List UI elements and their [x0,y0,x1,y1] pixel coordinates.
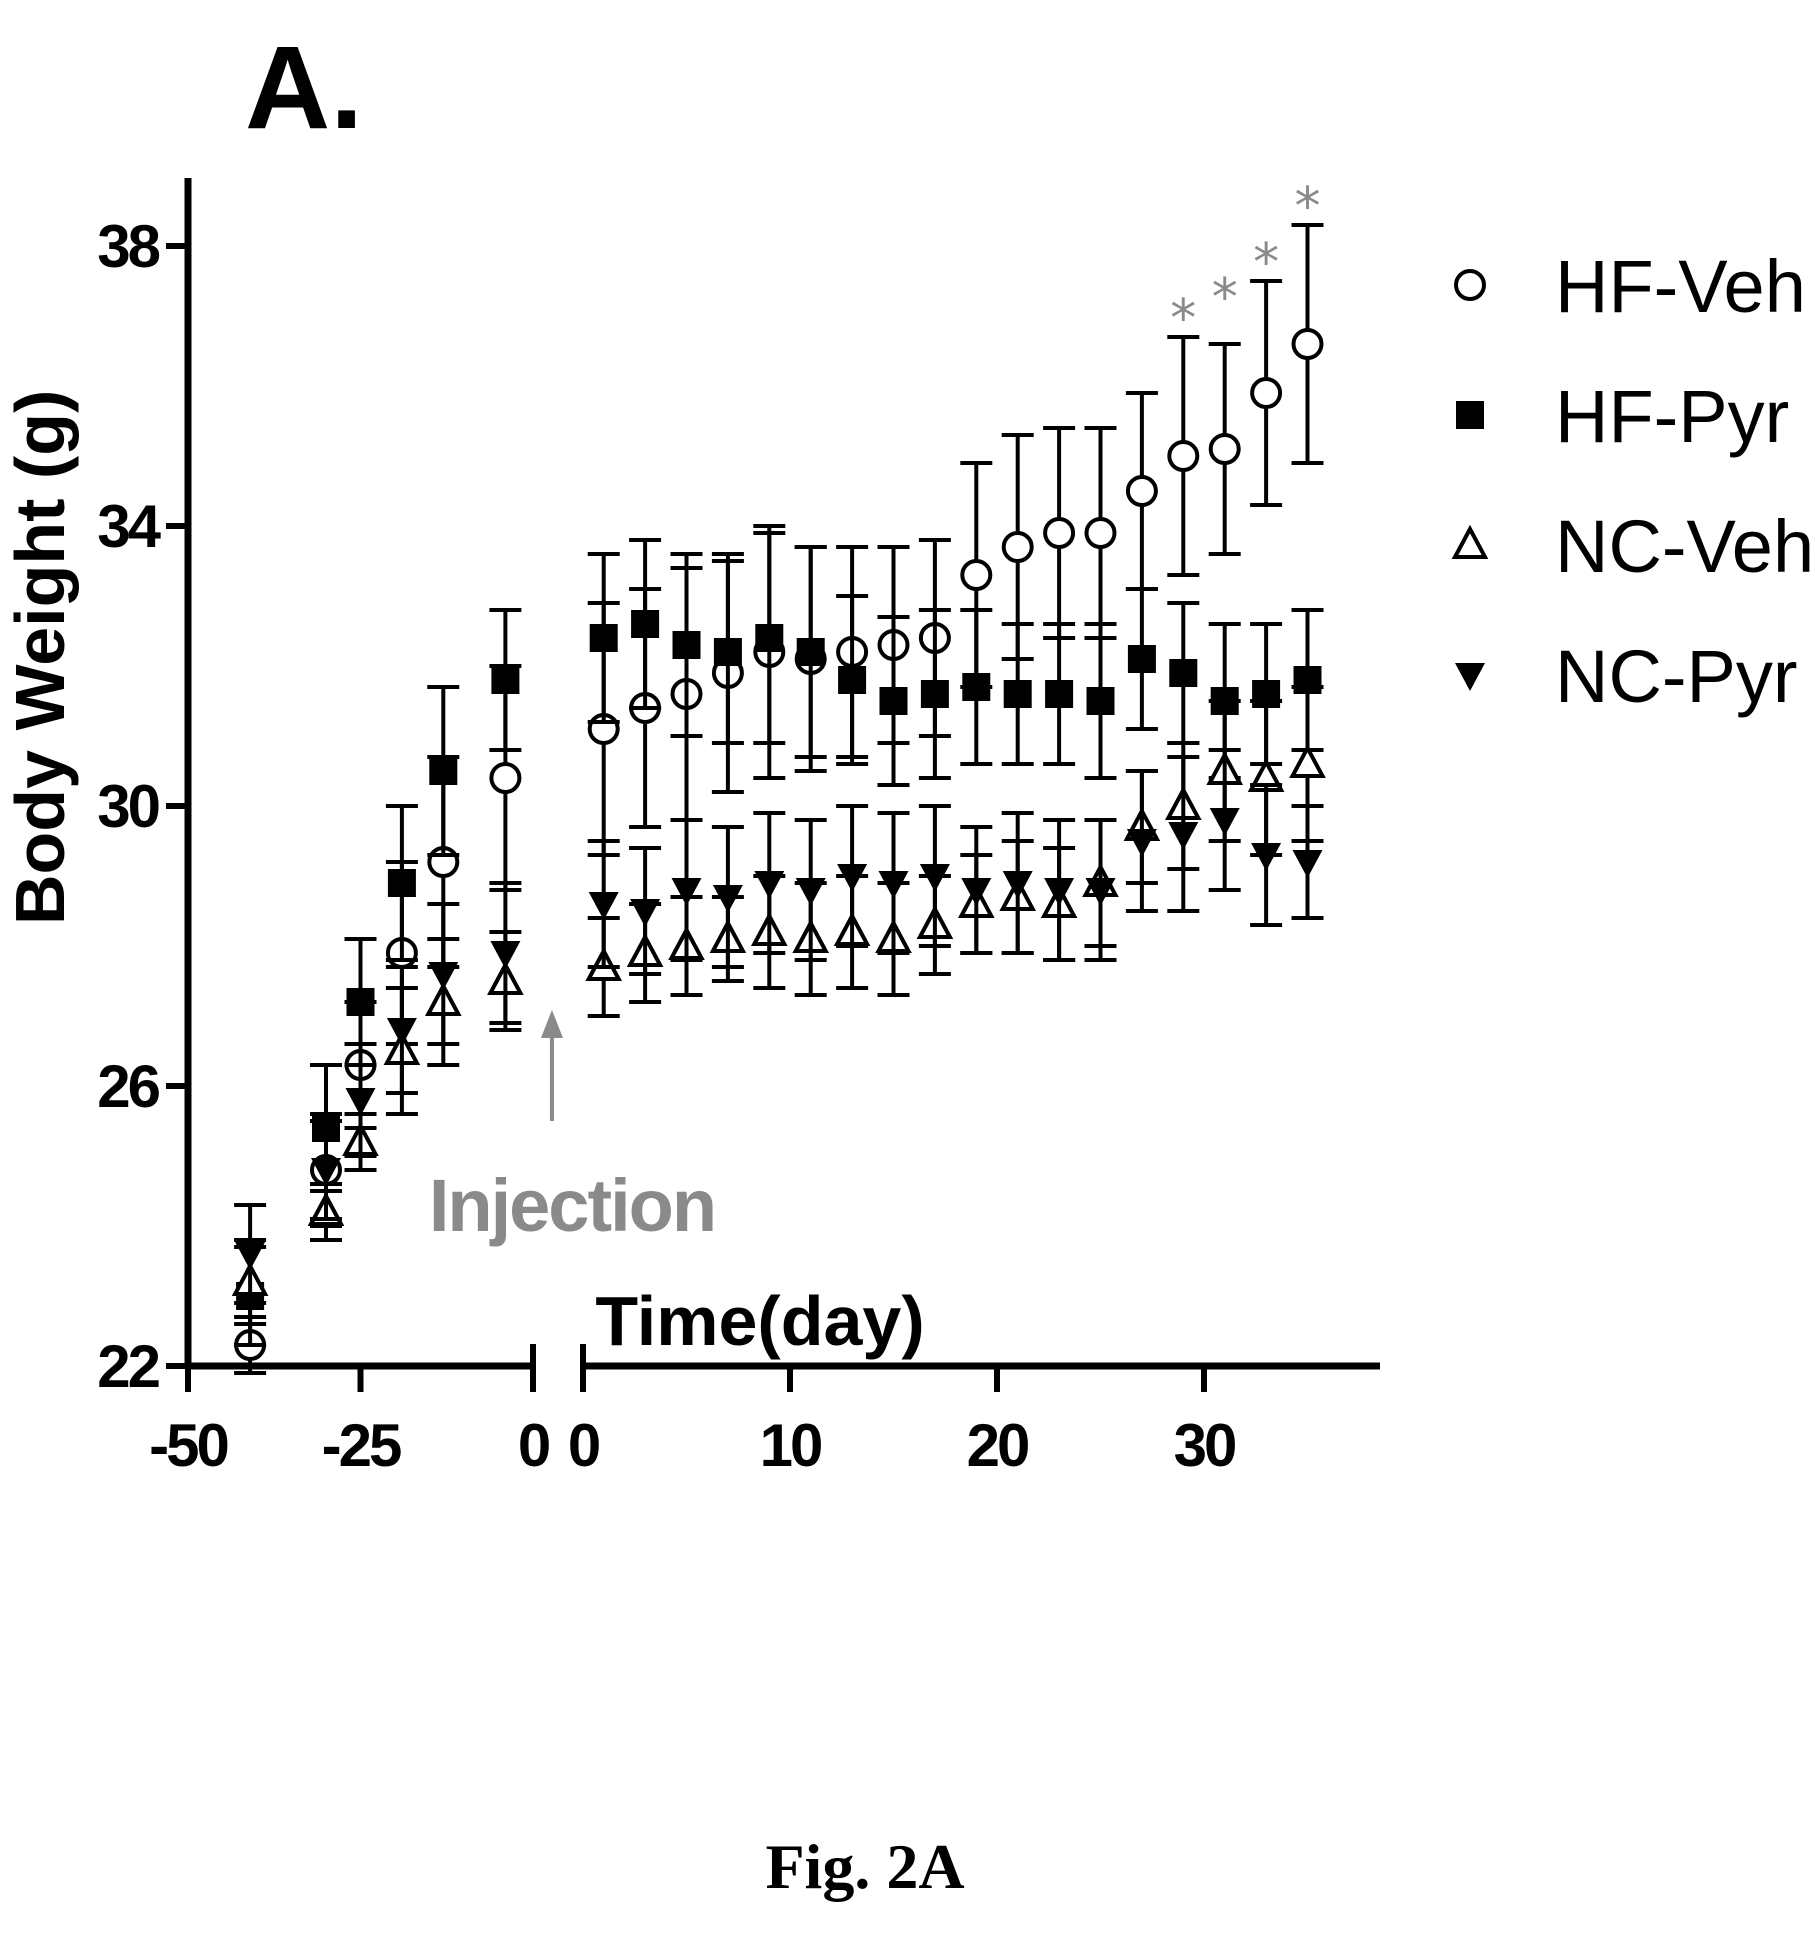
data-point-nc-pyr [837,864,868,892]
data-point-nc-veh [1289,743,1326,778]
data-point-hf-pyr [1045,680,1074,708]
data-point-nc-pyr [1002,871,1033,899]
legend-marker-hf-veh [1454,269,1486,301]
data-point-hf-veh [1001,531,1034,563]
legend-marker-nc-pyr [1455,663,1485,691]
significance-star: * [1253,233,1279,293]
axes [166,178,1380,1392]
y-axis-title: Body Weight (g) [1,390,79,925]
data-point-hf-pyr [672,631,701,659]
y-tick-label: 34 [97,493,161,560]
data-point-hf-pyr [589,624,618,652]
legend-marker-nc-veh [1451,524,1489,559]
data-point-nc-pyr [345,1088,376,1116]
data-point-hf-pyr [491,666,520,694]
data-point-hf-veh [1043,517,1076,549]
data-point-hf-pyr [1086,687,1115,715]
x-tick-label: -25 [322,1412,401,1479]
legend-label-hf-pyr: HF-Pyr [1555,375,1789,458]
data-point-hf-pyr [387,869,416,897]
x-tick-label: -50 [149,1412,227,1479]
x-tick-label: 10 [760,1412,821,1479]
series-hf-veh [234,223,1324,1375]
x-axis-title: Time(day) [595,1282,924,1360]
data-point-hf-pyr [713,638,742,666]
legend-marker-hf-pyr [1456,401,1484,429]
data-point-nc-pyr [1292,850,1323,878]
y-tick-label: 38 [97,213,159,280]
data-point-hf-pyr [920,680,949,708]
data-point-nc-pyr [1168,822,1199,850]
data-point-nc-pyr [671,878,702,906]
injection-label: Injection [429,1164,715,1247]
data-point-nc-pyr [311,1158,341,1186]
data-point-nc-pyr [1044,878,1075,906]
data-point-hf-pyr [1003,680,1032,708]
panel-label: A. [245,22,363,154]
data-point-hf-pyr [1127,645,1156,673]
x-tick-label: 0 [518,1412,549,1479]
data-point-hf-veh [1125,475,1158,507]
data-series [231,223,1326,1375]
data-point-hf-veh [1208,433,1241,465]
x-tick-label: 30 [1174,1412,1235,1479]
data-point-hf-veh [1250,377,1283,409]
data-point-nc-pyr [795,878,826,906]
data-point-nc-pyr [1251,843,1282,871]
injection-arrowhead [540,1010,563,1038]
data-point-nc-pyr [490,941,521,969]
data-point-hf-pyr [1169,659,1198,687]
x-tick-label: 20 [967,1412,1028,1479]
data-point-nc-pyr [878,871,909,899]
legend-label-hf-veh: HF-Veh [1555,245,1806,328]
significance-star: * [1212,268,1238,328]
figure-caption: Fig. 2A [765,1831,964,1902]
data-point-nc-pyr [1126,829,1157,857]
data-point-nc-pyr [1085,878,1116,906]
legend: HF-Veh HF-Pyr NC-Veh NC-Pyr [1451,245,1814,718]
data-point-hf-pyr [755,624,784,652]
y-tick-labels: 22 26 30 34 38 [97,213,164,1400]
significance-star: * [1170,289,1196,349]
data-point-nc-pyr [386,1018,417,1046]
data-point-hf-veh [1291,328,1324,360]
data-point-hf-veh [1167,440,1200,472]
data-point-nc-pyr [630,899,661,927]
legend-label-nc-veh: NC-Veh [1555,505,1814,588]
series-nc-veh [231,685,1326,1326]
data-point-hf-pyr [796,638,825,666]
significance-star: * [1295,177,1321,237]
series-nc-pyr [234,748,1324,1305]
y-tick-label: 22 [97,1333,158,1400]
data-point-nc-pyr [919,864,950,892]
data-point-nc-pyr [961,878,992,906]
data-point-hf-pyr [429,757,458,785]
legend-label-nc-pyr: NC-Pyr [1555,635,1798,718]
data-point-hf-veh [489,762,522,794]
data-point-nc-pyr [754,871,785,899]
y-tick-label: 30 [97,773,158,840]
data-point-hf-pyr [962,673,991,701]
annotations: Injection* *** [429,177,1321,1247]
data-point-nc-pyr [712,885,743,913]
data-point-hf-pyr [879,687,908,715]
data-point-hf-pyr [346,988,375,1016]
data-point-hf-veh [960,559,993,591]
data-point-nc-pyr [235,1242,266,1270]
data-point-nc-pyr [1209,808,1240,836]
data-point-nc-pyr [428,962,459,990]
x-tick-labels: -50 -25 0 0 10 20 30 [149,1412,1238,1479]
data-point-hf-pyr [631,610,660,638]
x-tick-label: 0 [568,1412,599,1479]
data-point-nc-pyr [588,892,619,920]
data-point-hf-pyr [838,666,867,694]
data-point-hf-veh [1084,517,1117,549]
y-tick-label: 26 [97,1053,159,1120]
